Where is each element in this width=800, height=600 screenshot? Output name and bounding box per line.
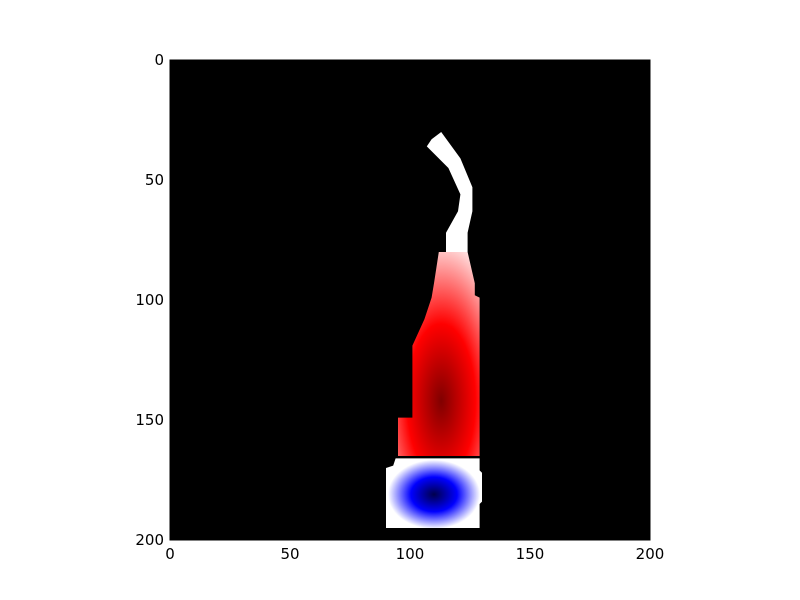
x-tick-label: 150 [516, 545, 545, 563]
y-tick-label: 0 [154, 51, 164, 69]
y-tick-label: 200 [135, 531, 164, 549]
y-tick-label: 150 [135, 411, 164, 429]
heatmap-region-white-upper-stem [426, 132, 473, 252]
y-tick-label: 50 [145, 171, 164, 189]
x-axis: 0 50 100 150 200 [165, 60, 664, 563]
heatmap-regions [386, 132, 482, 528]
x-tick-label: 0 [165, 545, 175, 563]
y-tick-label: 100 [135, 291, 164, 309]
x-tick-label: 50 [280, 545, 299, 563]
heatmap-region-red-lower-stem [398, 252, 480, 456]
y-axis: 0 50 100 150 200 [135, 51, 650, 549]
x-tick-label: 200 [636, 545, 665, 563]
heatmap-region-blue-base [386, 458, 482, 528]
x-tick-label: 100 [396, 545, 425, 563]
